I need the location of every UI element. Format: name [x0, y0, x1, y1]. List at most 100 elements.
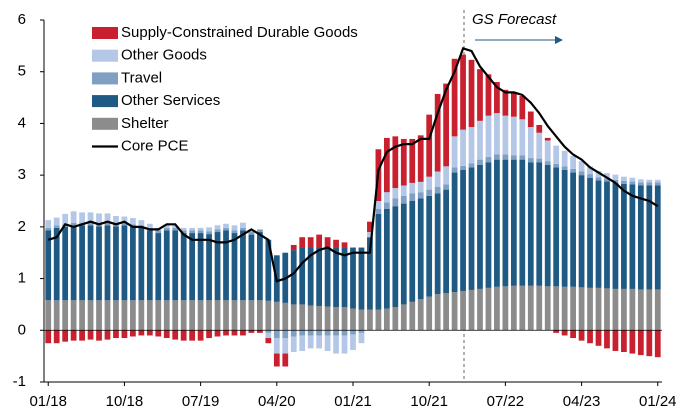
bar-segment — [561, 169, 568, 287]
bar-segment — [299, 237, 306, 248]
x-tick-label: 10/18 — [106, 393, 144, 410]
bar-segment — [527, 285, 534, 331]
x-tick-label: 07/22 — [487, 393, 525, 410]
bar-segment — [519, 155, 526, 160]
bar-segment — [375, 201, 382, 209]
bar-segment — [536, 285, 543, 331]
bar-segment — [197, 330, 204, 341]
bar-segment — [358, 247, 365, 310]
bar-segment — [248, 234, 255, 301]
bar-segment — [468, 163, 475, 168]
bar-segment — [468, 59, 475, 128]
bar-segment — [654, 179, 661, 183]
bar-segment — [595, 177, 602, 181]
bar-segment — [578, 171, 585, 176]
bar-segment — [654, 289, 661, 331]
bar-segment — [485, 157, 492, 163]
bar-segment — [570, 330, 576, 339]
bar-segment — [113, 330, 119, 339]
bar-segment — [45, 300, 52, 331]
legend-label: Other Services — [121, 92, 220, 109]
bar-segment — [629, 288, 636, 331]
bar-segment — [477, 164, 483, 289]
bar-segment — [290, 244, 297, 251]
bar-segment — [104, 300, 111, 331]
bar-segment — [578, 161, 585, 172]
bar-segment — [587, 177, 593, 288]
bar-segment — [637, 330, 644, 356]
bar-segment — [248, 300, 255, 331]
bar-segment — [316, 234, 323, 248]
bar-segment — [70, 330, 77, 341]
bar-segment — [113, 215, 119, 224]
bar-segment — [70, 222, 77, 226]
bar-segment — [214, 232, 221, 301]
bar-segment — [146, 223, 153, 228]
bar-segment — [172, 300, 179, 331]
bar-segment — [163, 227, 170, 231]
bar-segment — [45, 330, 52, 344]
legend-swatch — [92, 95, 118, 108]
legend-swatch — [92, 27, 118, 39]
bar-segment — [282, 353, 289, 367]
bar-segment — [494, 82, 500, 114]
bar-segment — [290, 336, 297, 353]
bar-segment — [265, 239, 272, 301]
bar-segment — [350, 308, 356, 331]
bar-segment — [595, 171, 602, 178]
bar-segment — [553, 163, 560, 168]
bar-segment — [510, 285, 517, 331]
bar-segment — [460, 169, 466, 291]
bar-segment — [426, 176, 433, 190]
bar-segment — [163, 230, 170, 301]
bar-segment — [197, 227, 204, 231]
bar-segment — [383, 208, 390, 309]
bar-segment — [426, 189, 433, 196]
bar-segment — [468, 167, 475, 290]
bar-segment — [443, 83, 450, 167]
bar-segment — [637, 289, 644, 331]
bar-segment — [130, 224, 136, 227]
bar-segment — [604, 173, 610, 179]
bar-segment — [510, 116, 517, 156]
bar-segment — [477, 120, 483, 160]
bar-segment — [130, 330, 136, 337]
bar-segment — [223, 223, 229, 228]
bar-segment — [316, 247, 323, 306]
bar-segment — [180, 233, 187, 301]
bar-segment — [62, 226, 69, 301]
bar-segment — [333, 307, 339, 331]
bar-segment — [367, 237, 373, 310]
bar-segment — [87, 330, 94, 340]
legend-label: Other Goods — [121, 47, 207, 64]
bar-segment — [460, 165, 466, 170]
bar-segment — [637, 179, 644, 183]
bar-segment — [155, 330, 162, 337]
legend-swatch — [92, 49, 118, 62]
bar-segment — [434, 294, 441, 331]
bar-segment — [104, 225, 111, 301]
bar-segment — [70, 225, 77, 301]
bar-segment — [392, 206, 399, 308]
bar-segment — [62, 213, 69, 225]
bar-segment — [180, 230, 187, 234]
bar-segment — [206, 227, 212, 232]
bar-segment — [553, 286, 560, 331]
bar-segment — [299, 304, 306, 331]
bar-segment — [494, 154, 500, 160]
bar-segment — [316, 305, 323, 331]
bar-segment — [240, 222, 246, 228]
bar-segment — [604, 178, 610, 182]
bar-segment — [544, 161, 551, 165]
bar-segment — [502, 159, 509, 287]
bar-segment — [434, 187, 441, 194]
bar-segment — [629, 330, 636, 354]
bar-segment — [409, 138, 416, 183]
bar-segment — [256, 229, 263, 233]
bar-segment — [290, 330, 297, 337]
bar-segment — [587, 166, 593, 175]
bar-segment — [621, 183, 627, 289]
x-tick-label: 01/21 — [334, 393, 372, 410]
bar-segment — [417, 181, 424, 193]
bar-segment — [223, 230, 229, 301]
